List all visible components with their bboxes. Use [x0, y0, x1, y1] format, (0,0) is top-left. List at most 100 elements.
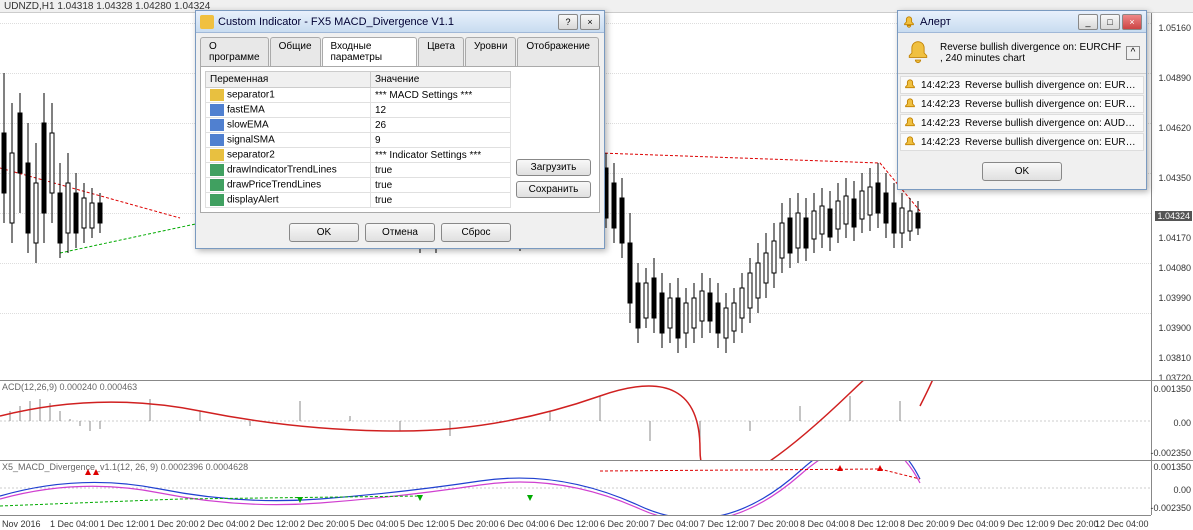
params-table[interactable]: Переменная Значение separator1*** MACD S…	[205, 71, 511, 208]
close-button[interactable]: ×	[580, 14, 600, 30]
alert-list: 14:42:23 Reverse bullish divergence on: …	[898, 74, 1146, 154]
indicator-icon	[200, 15, 214, 29]
param-name: fastEMA	[227, 105, 265, 116]
table-row[interactable]: separator2*** Indicator Settings ***	[206, 148, 511, 163]
tab-about[interactable]: О программе	[200, 37, 269, 66]
param-value[interactable]: 9	[370, 133, 510, 148]
time-tick: 6 Dec 12:00	[550, 519, 599, 529]
table-row[interactable]: separator1*** MACD Settings ***	[206, 88, 511, 103]
time-tick: 9 Dec 20:00	[1050, 519, 1099, 529]
param-value[interactable]: true	[370, 163, 510, 178]
alert-row[interactable]: 14:42:23 Reverse bullish divergence on: …	[900, 133, 1144, 151]
tab-display[interactable]: Отображение	[517, 37, 599, 66]
reset-button[interactable]: Сброс	[441, 223, 511, 242]
divergence-panel[interactable]: X5_MACD_Divergence_v1.1(12, 26, 9) 0.000…	[0, 460, 1193, 515]
cancel-button[interactable]: Отмена	[365, 223, 435, 242]
param-value[interactable]: *** MACD Settings ***	[370, 88, 510, 103]
table-row[interactable]: fastEMA 12	[206, 103, 511, 118]
time-tick: 8 Dec 20:00	[900, 519, 949, 529]
sep-icon	[210, 89, 224, 101]
param-value[interactable]: 26	[370, 118, 510, 133]
bell-icon	[903, 78, 917, 92]
save-button[interactable]: Сохранить	[516, 181, 591, 198]
load-button[interactable]: Загрузить	[516, 159, 591, 176]
tab-inputs[interactable]: Входные параметры	[322, 37, 418, 66]
ind2-axis: 0.001350 0.00 -0.002350	[1151, 461, 1193, 515]
time-tick: 7 Dec 12:00	[700, 519, 749, 529]
price-tick: 1.04350	[1158, 173, 1191, 183]
alert-text: Reverse bullish divergence on: EURAUD , …	[965, 99, 1141, 110]
alert-text: Reverse bullish divergence on: EURUSD , …	[965, 137, 1141, 148]
param-value[interactable]: true	[370, 178, 510, 193]
time-tick: 2 Dec 12:00	[250, 519, 299, 529]
dialog-titlebar[interactable]: Custom Indicator - FX5 MACD_Divergence V…	[196, 11, 604, 33]
alert-time: 14:42:23	[921, 99, 965, 110]
maximize-button[interactable]: □	[1100, 14, 1120, 30]
div-svg	[0, 461, 1151, 516]
price-tick: 1.03990	[1158, 293, 1191, 303]
time-tick: 9 Dec 04:00	[950, 519, 999, 529]
ok-button[interactable]: OK	[289, 223, 359, 242]
custom-indicator-dialog[interactable]: Custom Indicator - FX5 MACD_Divergence V…	[195, 10, 605, 249]
alert-time: 14:42:23	[921, 137, 965, 148]
time-tick: 8 Dec 12:00	[850, 519, 899, 529]
collapse-button[interactable]: ^	[1126, 46, 1140, 60]
macd-svg	[0, 381, 1151, 461]
param-name: drawIndicatorTrendLines	[227, 165, 337, 176]
ind1-tick: 0.00	[1173, 418, 1191, 428]
time-tick: 2 Dec 04:00	[200, 519, 249, 529]
ind2-tick: 0.00	[1173, 485, 1191, 495]
close-button[interactable]: ×	[1122, 14, 1142, 30]
alert-row[interactable]: 14:42:23 Reverse bullish divergence on: …	[900, 95, 1144, 113]
help-button[interactable]: ?	[558, 14, 578, 30]
time-tick: 12 Dec 04:00	[1095, 519, 1149, 529]
alert-main: Reverse bullish divergence on: EURCHF , …	[898, 33, 1146, 74]
ind1-tick: 0.001350	[1153, 384, 1191, 394]
alert-titlebar[interactable]: Алерт _ □ ×	[898, 11, 1146, 33]
int-icon	[210, 119, 224, 131]
ind1-tick: -0.002350	[1150, 448, 1191, 458]
time-axis: Nov 2016 1 Dec 04:00 1 Dec 12:00 1 Dec 2…	[0, 515, 1151, 530]
param-value[interactable]: *** Indicator Settings ***	[370, 148, 510, 163]
table-row[interactable]: displayAlerttrue	[206, 193, 511, 208]
alert-footer: OK	[898, 154, 1146, 189]
table-row[interactable]: slowEMA 26	[206, 118, 511, 133]
price-tick: 1.04170	[1158, 233, 1191, 243]
tab-common[interactable]: Общие	[270, 37, 321, 66]
table-row[interactable]: drawPriceTrendLinestrue	[206, 178, 511, 193]
table-row[interactable]: drawIndicatorTrendLines true	[206, 163, 511, 178]
time-tick: 1 Dec 12:00	[100, 519, 149, 529]
time-tick: 1 Dec 04:00	[50, 519, 99, 529]
param-name: slowEMA	[227, 120, 269, 131]
bool-icon	[210, 164, 224, 176]
time-tick: 8 Dec 04:00	[800, 519, 849, 529]
ind1-axis: 0.001350 0.00 -0.002350	[1151, 381, 1193, 460]
param-value[interactable]: true	[370, 193, 510, 208]
time-tick: 5 Dec 04:00	[350, 519, 399, 529]
time-tick: 9 Dec 12:00	[1000, 519, 1049, 529]
alert-title: Алерт	[920, 16, 1078, 28]
tab-colors[interactable]: Цвета	[418, 37, 464, 66]
time-tick: Nov 2016	[2, 519, 41, 529]
bell-icon	[902, 15, 916, 29]
ind2-tick: 0.001350	[1153, 462, 1191, 472]
sep-icon	[210, 149, 224, 161]
bell-icon	[903, 135, 917, 149]
bell-icon	[903, 97, 917, 111]
table-row[interactable]: signalSMA9	[206, 133, 511, 148]
ind2-tick: -0.002350	[1150, 503, 1191, 513]
macd-panel[interactable]: ACD(12,26,9) 0.000240 0.000463 0.001350 …	[0, 380, 1193, 460]
param-value[interactable]: 12	[370, 103, 510, 118]
dialog-title: Custom Indicator - FX5 MACD_Divergence V…	[218, 16, 558, 28]
time-tick: 7 Dec 20:00	[750, 519, 799, 529]
time-tick: 5 Dec 20:00	[450, 519, 499, 529]
alert-row[interactable]: 14:42:23 Reverse bullish divergence on: …	[900, 114, 1144, 132]
minimize-button[interactable]: _	[1078, 14, 1098, 30]
tab-levels[interactable]: Уровни	[465, 37, 516, 66]
price-tick: 1.05160	[1158, 23, 1191, 33]
alert-dialog[interactable]: Алерт _ □ × Reverse bullish divergence o…	[897, 10, 1147, 190]
alert-time: 14:42:23	[921, 80, 965, 91]
int-icon	[210, 134, 224, 146]
alert-row[interactable]: 14:42:23 Reverse bullish divergence on: …	[900, 76, 1144, 94]
ok-button[interactable]: OK	[982, 162, 1062, 181]
